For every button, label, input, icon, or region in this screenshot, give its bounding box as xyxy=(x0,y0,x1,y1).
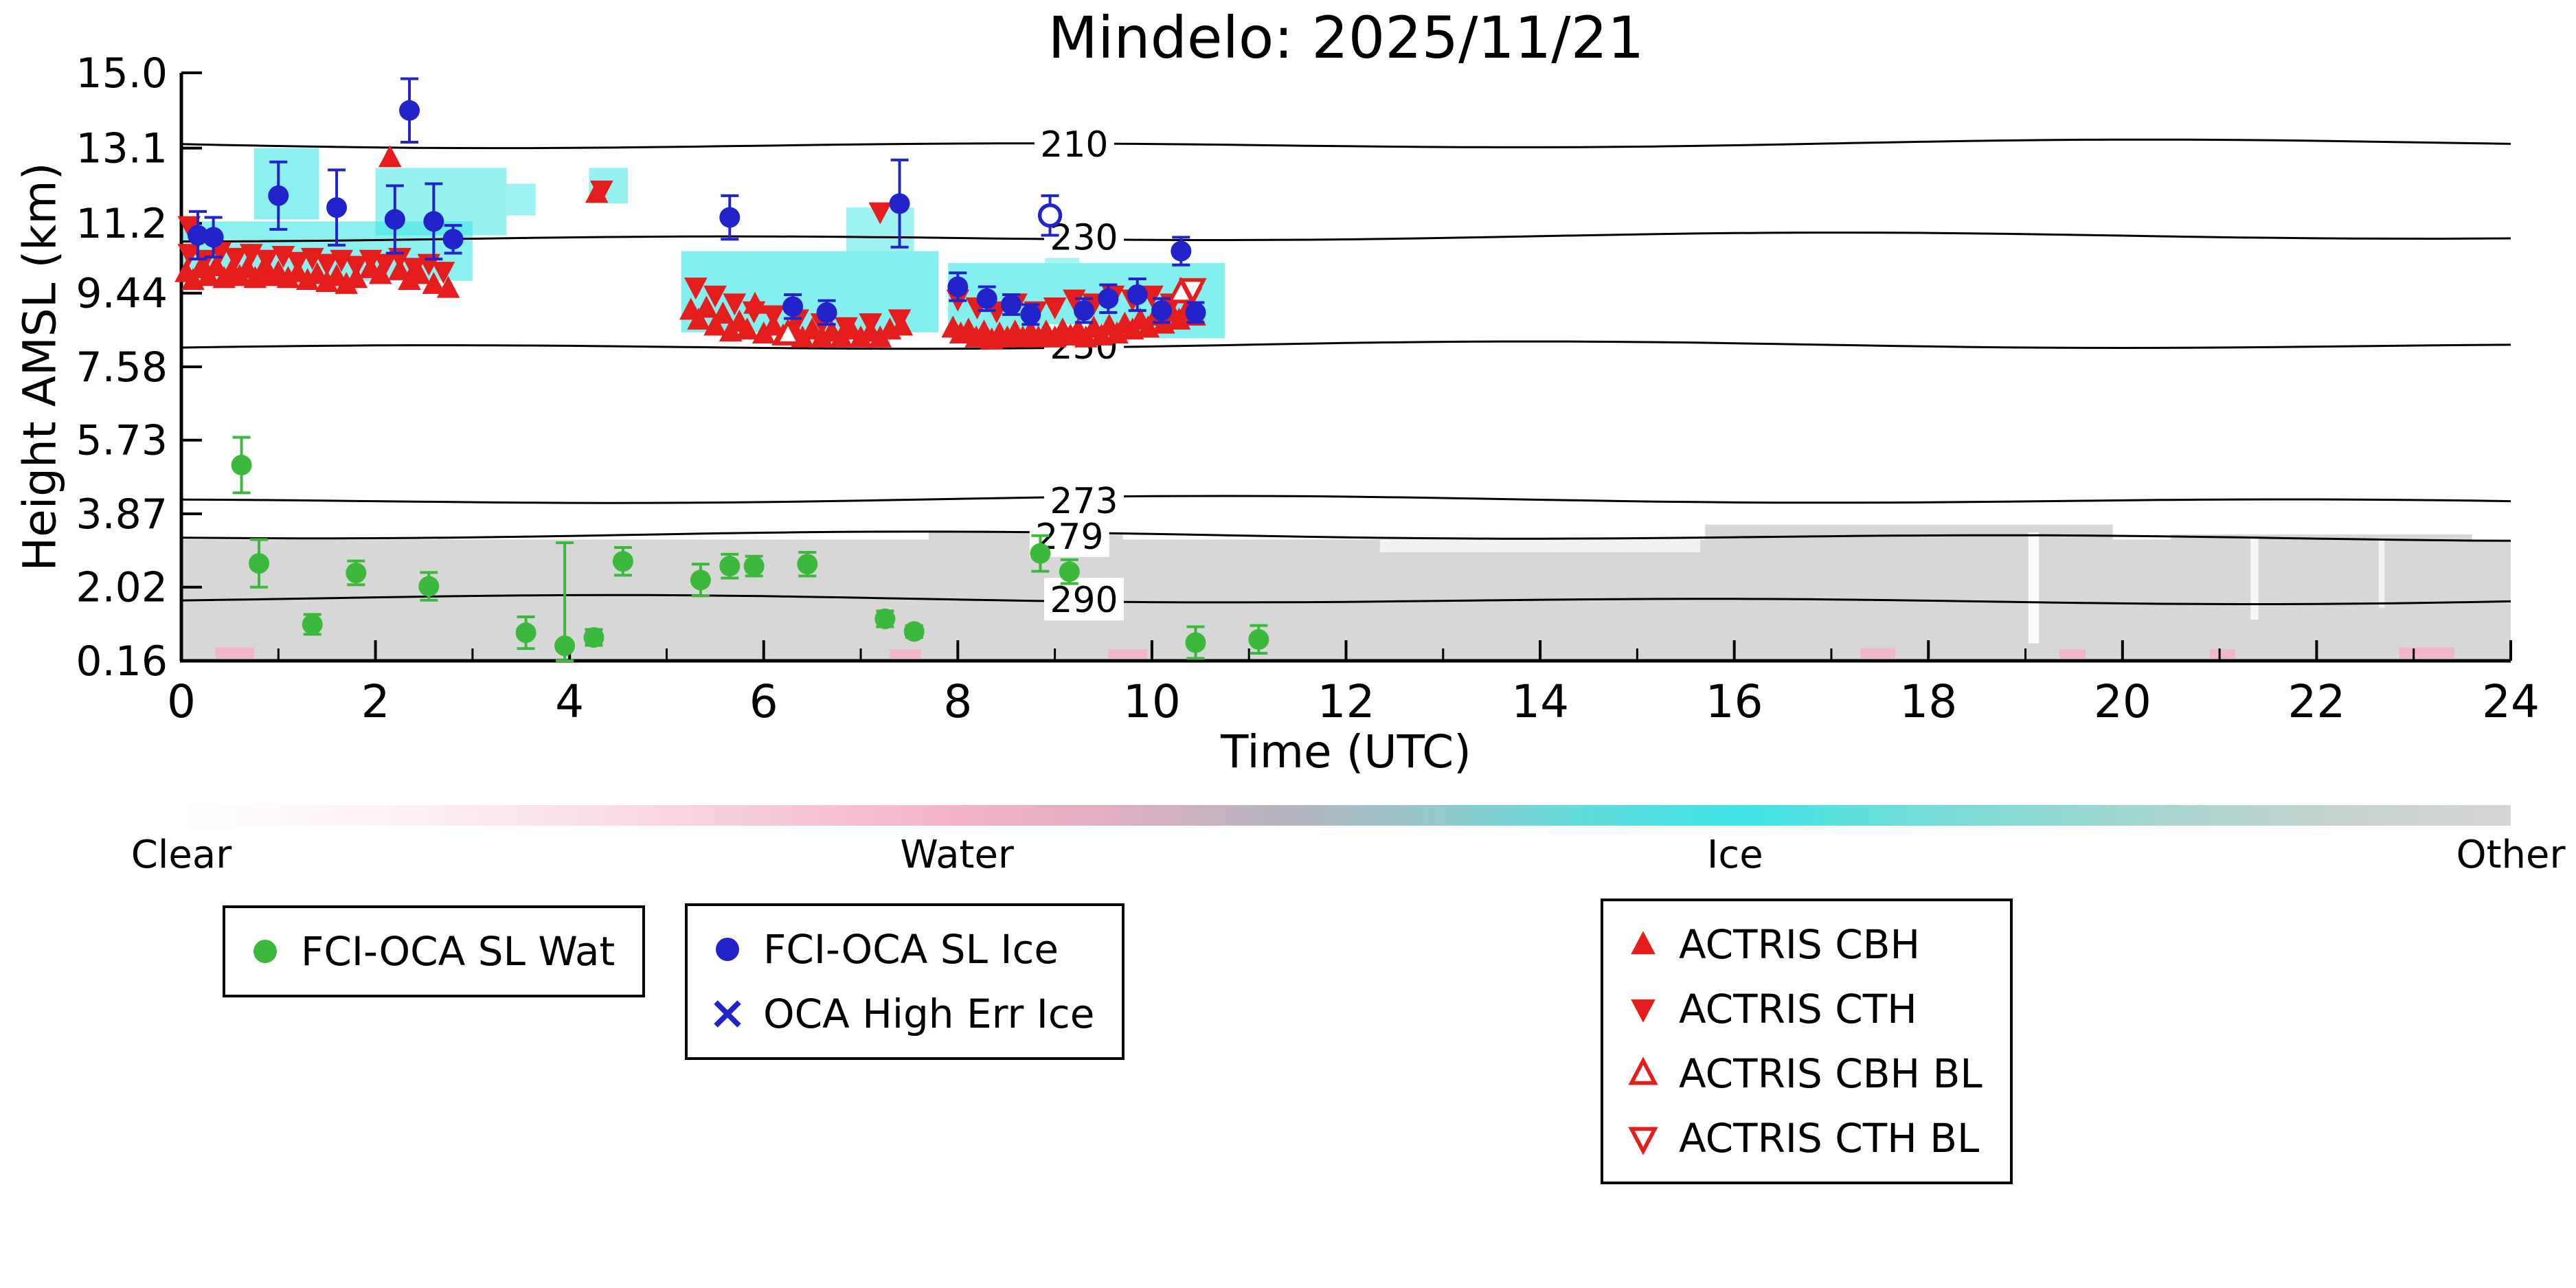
legend-item-fci-oca-sl-ice: FCI-OCA SL Ice xyxy=(705,917,1094,982)
legend-label: ACTRIS CTH xyxy=(1679,986,1917,1032)
legend-item-actris-cbh-bl: ACTRIS CBH BL xyxy=(1621,1041,1982,1106)
svg-text:6: 6 xyxy=(749,675,778,728)
legend-item-actris-cth-bl: ACTRIS CTH BL xyxy=(1621,1106,1982,1171)
legend-actris: ACTRIS CBH ACTRIS CTH ACTRIS CBH BL ACTR… xyxy=(1601,899,2013,1184)
svg-text:14: 14 xyxy=(1511,675,1569,728)
legend-label: FCI-OCA SL Wat xyxy=(301,928,615,975)
svg-text:18: 18 xyxy=(1899,675,1957,728)
svg-text:13.1: 13.1 xyxy=(76,125,168,173)
legend-label: FCI-OCA SL Ice xyxy=(763,926,1059,973)
svg-text:12: 12 xyxy=(1318,675,1375,728)
svg-text:24: 24 xyxy=(2482,675,2540,728)
legend-item-oca-high-err-ice: OCA High Err Ice xyxy=(705,982,1094,1046)
red-open-triangle-up-marker-icon xyxy=(1628,1057,1658,1085)
colorbar-label-ice: Ice xyxy=(1706,833,1763,877)
svg-text:210: 210 xyxy=(1040,124,1108,166)
isotherm-contours: 210230250273279290 xyxy=(181,122,2511,621)
classification-background xyxy=(181,148,2511,661)
svg-text:0.16: 0.16 xyxy=(76,637,168,686)
legend-item-actris-cbh: ACTRIS CBH xyxy=(1621,912,1982,977)
svg-text:10: 10 xyxy=(1123,675,1181,728)
legend-label: OCA High Err Ice xyxy=(763,991,1095,1037)
svg-text:230: 230 xyxy=(1050,217,1118,258)
x-axis-label: Time (UTC) xyxy=(1221,725,1471,778)
colorbar-label-water: Water xyxy=(900,833,1014,877)
svg-text:2: 2 xyxy=(361,675,390,728)
series-actris-cth-bl xyxy=(1178,278,1207,305)
svg-text:0: 0 xyxy=(167,675,196,728)
legend-label: ACTRIS CBH xyxy=(1679,921,1921,968)
svg-text:11.2: 11.2 xyxy=(76,200,168,248)
svg-text:4: 4 xyxy=(555,675,584,728)
svg-text:290: 290 xyxy=(1050,580,1118,621)
svg-text:20: 20 xyxy=(2094,675,2151,728)
colorbar-label-other: Other xyxy=(2456,833,2566,877)
svg-text:3.87: 3.87 xyxy=(76,490,168,539)
blue-x-marker-icon xyxy=(714,1000,741,1028)
scatter-plot: 2102302502732792900246810121416182022241… xyxy=(76,49,2540,728)
classification-colorbar xyxy=(181,805,2511,826)
axes: 0 2 4 6 8 10 12 14 16 18 20 22 2415.013.111.29.447.5… xyxy=(76,49,2540,728)
page-title: Mindelo: 2025/11/21 xyxy=(1048,4,1645,71)
svg-text:22: 22 xyxy=(2287,675,2345,728)
red-open-triangle-down-marker-icon xyxy=(1628,1127,1658,1155)
series-actris-cbh-bl xyxy=(773,276,1195,346)
red-triangle-down-marker-icon xyxy=(1631,999,1656,1023)
legend-fci-oca-wat: FCI-OCA SL Wat xyxy=(223,905,646,997)
svg-text:2.02: 2.02 xyxy=(76,564,168,612)
legend-item-fci-oca-sl-wat: FCI-OCA SL Wat xyxy=(243,919,615,984)
legend-fci-oca-ice: FCI-OCA SL Ice OCA High Err Ice xyxy=(685,903,1125,1060)
svg-text:5.73: 5.73 xyxy=(76,417,168,465)
blue-circle-marker-icon xyxy=(716,938,739,961)
svg-text:8: 8 xyxy=(943,675,972,728)
green-circle-marker-icon xyxy=(253,940,277,963)
svg-text:16: 16 xyxy=(1706,675,1763,728)
svg-text:15.0: 15.0 xyxy=(76,49,168,98)
legend-label: ACTRIS CTH BL xyxy=(1679,1115,1980,1162)
red-triangle-up-marker-icon xyxy=(1631,931,1656,955)
series-fci-oca-sl-wat xyxy=(231,436,1269,662)
series-actris-cbh xyxy=(174,145,1206,350)
series-fci-oca-sl-ice xyxy=(188,77,1206,326)
legend-item-actris-cth: ACTRIS CTH xyxy=(1621,977,1982,1041)
colorbar-label-clear: Clear xyxy=(131,833,232,877)
svg-text:7.58: 7.58 xyxy=(76,343,168,392)
svg-text:9.44: 9.44 xyxy=(76,270,168,318)
legend-label: ACTRIS CBH BL xyxy=(1679,1050,1982,1097)
series-oca-high-err-ice xyxy=(1037,194,1063,237)
